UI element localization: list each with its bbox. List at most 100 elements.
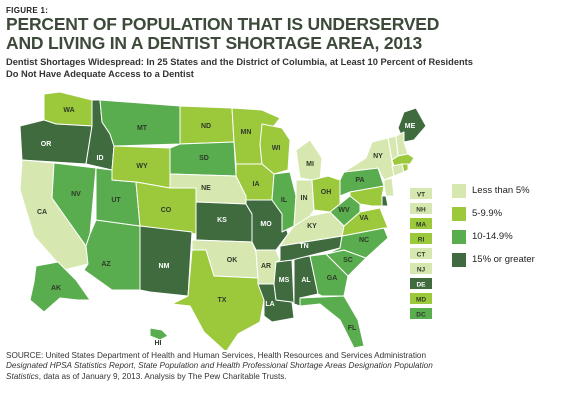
state-box-DE [410,278,432,289]
state-label-FL: FL [348,325,357,332]
state-label-KS: KS [217,217,227,224]
state-box-label-NJ: NJ [417,266,426,273]
figure-label: FIGURE 1: [6,6,49,15]
state-label-WV: WV [338,207,350,214]
legend-swatch-5to10 [452,207,466,221]
state-label-IA: IA [253,181,260,188]
state-IL [271,171,297,233]
state-MD-map [349,185,385,207]
state-AZ [83,219,141,291]
state-label-MN: MN [241,129,252,136]
state-NH-map [395,131,409,157]
state-label-PA: PA [355,177,364,184]
state-box-label-DC: DC [416,311,426,318]
us-map: WA OR CA ID NV AZ UT MT WY CO NM ND SD N… [19,91,432,350]
state-labels: WA OR CA ID NV AZ UT MT WY CO NM ND SD N… [37,107,416,347]
legend-swatch-10to15 [452,230,466,244]
state-label-TN: TN [299,243,308,250]
state-NJ-map [383,177,395,197]
state-TX [171,249,265,350]
state-label-MO: MO [260,221,272,228]
state-label-CA: CA [37,209,47,216]
state-box-label-MD: MD [416,296,426,303]
state-label-ND: ND [201,123,211,130]
state-FL [299,295,365,349]
state-label-SC: SC [343,257,353,264]
source-line-1: SOURCE: United States Department of Heal… [6,351,427,360]
state-label-WI: WI [272,145,281,152]
state-label-TX: TX [218,297,227,304]
state-label-OH: OH [321,189,332,196]
state-label-MS: MS [279,277,290,284]
state-label-NC: NC [359,237,369,244]
state-box-RI [410,233,432,244]
state-label-AR: AR [261,263,271,270]
legend-swatch-15plus [452,253,466,267]
state-ME [397,107,427,143]
source-line-3-italic: Statistics [6,371,39,381]
state-box-MD [410,293,432,304]
state-label-NV: NV [71,191,81,198]
state-label-SD: SD [199,155,209,162]
state-NM [139,225,193,297]
state-NY [343,137,395,181]
state-label-NE: NE [201,185,211,192]
state-label-CO: CO [161,207,172,214]
state-label-VA: VA [359,215,368,222]
state-label-OK: OK [227,257,238,264]
source-line-3: Statistics, data as of January 9, 2013. … [6,372,558,382]
state-AK [29,261,91,313]
state-box-VT [410,188,432,199]
legend-label-15plus: 15% or greater [472,254,535,265]
state-box-label-VT: VT [417,191,425,198]
state-box-label-RI: RI [418,236,425,243]
legend-item-10to15: 10-14.9% [452,230,564,244]
map-title: PERCENT OF POPULATION THAT IS UNDERSERVE… [6,15,546,53]
legend-label-5to10: 5-9.9% [472,208,503,219]
state-box-CT [410,248,432,259]
state-SD [169,141,237,177]
state-label-OR: OR [41,141,52,148]
state-label-HI: HI [155,340,162,347]
subtitle-line-2: Do Not Have Adequate Access to a Dentist [6,68,194,79]
state-label-GA: GA [327,275,338,282]
subtitle-line-1: Dentist Shortages Widespread: In 25 Stat… [6,57,473,67]
state-box-label-NH: NH [416,206,426,213]
state-box-label-CT: CT [417,251,426,258]
state-label-AL: AL [301,277,311,284]
source-line-2: Designated HPSA Statistics Report, State… [6,361,433,371]
state-MT [99,99,181,147]
state-HI [149,327,169,341]
state-label-AZ: AZ [101,261,111,268]
state-box-NH [410,203,432,214]
state-label-NY: NY [373,153,383,160]
state-OR [19,119,93,165]
legend-label-10to15: 10-14.9% [472,231,513,242]
state-label-UT: UT [111,197,121,204]
state-box-DC [410,308,432,319]
legend-item-lt5: Less than 5% [452,184,564,198]
state-label-ID: ID [97,155,104,162]
state-WI [259,123,291,175]
state-label-WY: WY [136,163,148,170]
source-line-3-rest: , data as of January 9, 2013. Analysis b… [38,371,287,381]
legend-item-5to10: 5-9.9% [452,207,564,221]
title-line-2: AND LIVING IN A DENTIST SHORTAGE AREA, 2… [6,33,422,53]
map-subtitle: Dentist Shortages Widespread: In 25 Stat… [6,57,556,80]
state-box-MA [410,218,432,229]
state-label-IN: IN [301,195,308,202]
state-MI [295,139,323,181]
state-label-NM: NM [159,263,170,270]
state-DE-map [381,195,389,207]
state-box-label-DE: DE [416,281,426,288]
legend-swatch-lt5 [452,184,466,198]
legend-item-15plus: 15% or greater [452,253,564,267]
state-label-AK: AK [51,285,61,292]
state-label-WA: WA [63,107,74,114]
state-label-ME: ME [405,123,416,130]
state-shapes [19,91,427,350]
source-note: SOURCE: United States Department of Heal… [6,351,558,382]
state-box-NJ [410,263,432,274]
state-label-MT: MT [137,125,148,132]
northeast-boxes: VT NH MA RI CT NJ DE MD DC [410,188,432,319]
